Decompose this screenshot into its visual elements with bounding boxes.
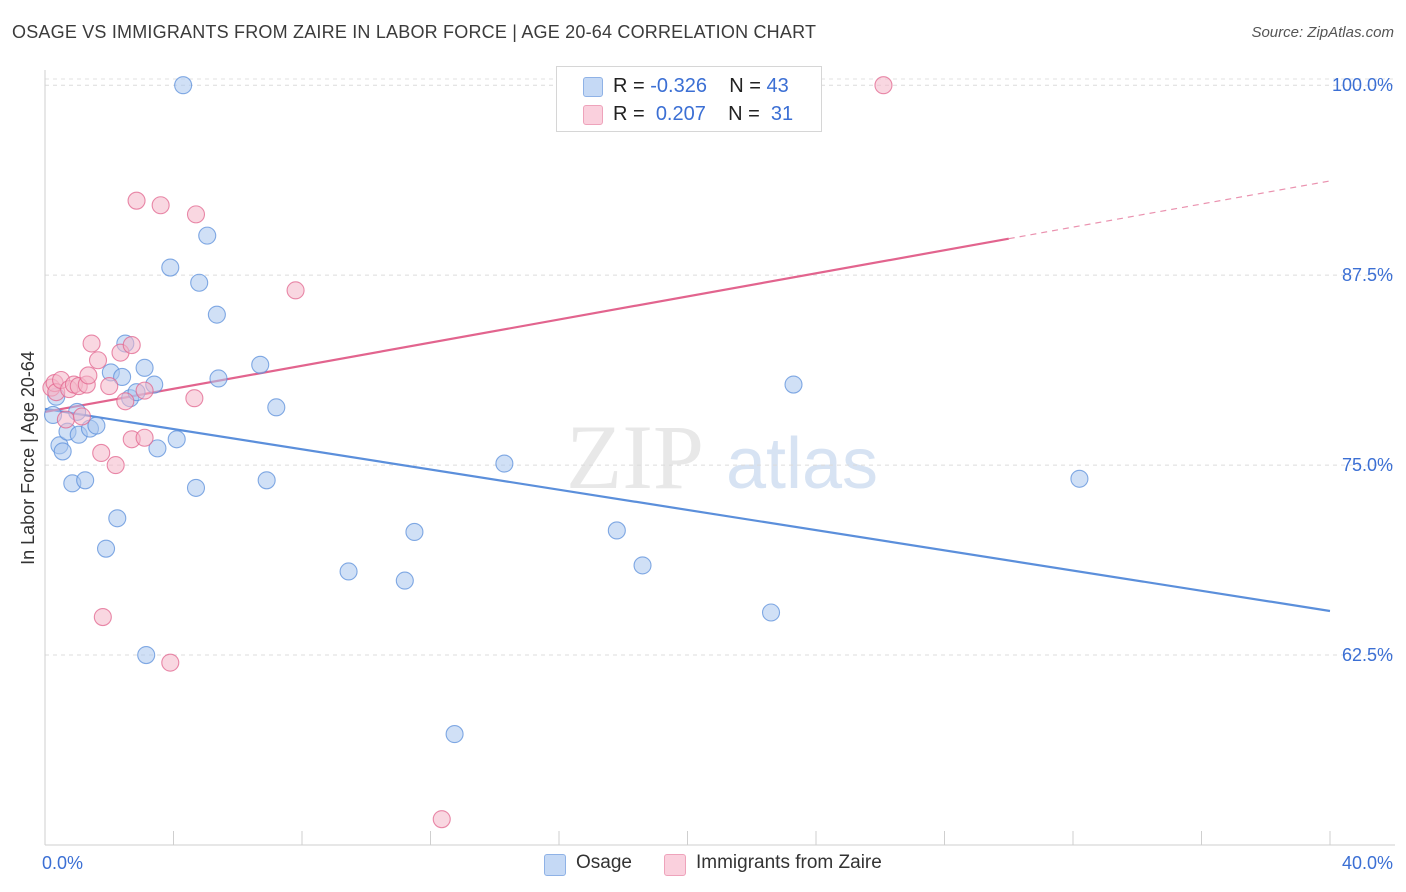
osage-point [108, 509, 127, 528]
zaire-point [106, 456, 125, 475]
osage-point [607, 521, 626, 540]
y-tick-label: 75.0% [1342, 455, 1393, 475]
chart-title: OSAGE VS IMMIGRANTS FROM ZAIRE IN LABOR … [12, 22, 817, 42]
y-tick-label: 87.5% [1342, 265, 1393, 285]
zaire-point [127, 191, 146, 210]
zaire-point [186, 205, 206, 224]
zaire-point [72, 407, 91, 426]
osage-point [113, 367, 132, 387]
zaire-point [135, 381, 154, 400]
osage-point [257, 471, 276, 490]
osage-point [161, 258, 180, 277]
n-value: 31 [770, 103, 794, 125]
osage-point [251, 355, 270, 374]
trend-lines [44, 180, 1331, 613]
osage-legend-swatch [544, 854, 566, 876]
x-tick-label: 40.0% [1342, 853, 1393, 873]
n-value: 43 [766, 75, 789, 97]
osage-point [495, 454, 514, 473]
n-label: N = [729, 75, 761, 97]
osage-point [395, 571, 414, 590]
zaire-point [82, 334, 101, 353]
zaire-trend-line-extension [1008, 180, 1331, 240]
osage-point [53, 442, 72, 461]
r-value: 0.207 [655, 103, 706, 125]
zaire-legend-label: Immigrants from Zaire [696, 852, 882, 873]
zaire-trend-line [44, 237, 1009, 413]
osage-point [167, 430, 186, 449]
zaire-point [151, 196, 170, 215]
r-label: R = [613, 103, 645, 125]
osage-swatch [583, 77, 603, 97]
osage-point [207, 305, 226, 324]
osage-point [190, 273, 209, 292]
osage-point [135, 358, 154, 377]
osage-point [198, 226, 217, 245]
zaire-point [100, 377, 119, 396]
zaire-point [185, 389, 204, 408]
watermark-atlas: atlas [726, 424, 878, 504]
tick-labels: 62.5% 75.0% 87.5% 100.0% 0.0% 40.0% [42, 75, 1393, 873]
zaire-point [161, 653, 180, 672]
zaire-point [79, 366, 98, 385]
stats-legend: R = -0.326 N = 43 R = 0.207 N = 31 [556, 66, 822, 132]
osage-point [445, 725, 464, 744]
zaire-point [874, 76, 893, 95]
zaire-point [286, 281, 305, 300]
osage-point [87, 416, 106, 435]
osage-trend-line [44, 407, 1331, 613]
osage-point [267, 398, 286, 417]
osage-point [633, 556, 652, 575]
zaire-point [56, 410, 75, 429]
osage-legend-label: Osage [576, 852, 632, 873]
x-tick-label: 0.0% [42, 853, 83, 873]
zaire-point [432, 810, 451, 829]
y-tick-label: 100.0% [1332, 75, 1393, 95]
osage-point [148, 439, 167, 458]
osage-point [784, 375, 803, 394]
y-tick-label: 62.5% [1342, 645, 1393, 665]
osage-point [96, 539, 116, 558]
gridlines [45, 78, 1395, 656]
osage-point [209, 369, 228, 388]
osage-point [1070, 469, 1089, 488]
watermark: ZIP atlas [566, 406, 878, 508]
zaire-point [93, 608, 112, 627]
zaire-point [135, 428, 154, 447]
r-label: R = [613, 75, 645, 97]
r-value: -0.326 [650, 75, 707, 97]
osage-point [761, 603, 781, 622]
zaire-swatch [583, 105, 603, 125]
osage-point [405, 522, 424, 542]
zaire-point [116, 392, 135, 411]
osage-point [174, 76, 193, 95]
y-axis-label: In Labor Force | Age 20-64 [18, 351, 38, 565]
osage-point [186, 478, 206, 497]
data-points [42, 76, 1089, 829]
n-label: N = [728, 103, 760, 125]
osage-point [137, 645, 156, 665]
osage-point [339, 562, 358, 581]
zaire-point [92, 443, 111, 462]
osage-point [76, 471, 95, 490]
axes [44, 70, 1395, 846]
zaire-legend-swatch [664, 854, 686, 876]
watermark-zip: ZIP [566, 406, 704, 508]
source-credit: Source: ZipAtlas.com [1251, 24, 1394, 41]
zaire-point [122, 335, 141, 355]
zaire-point [88, 351, 108, 370]
